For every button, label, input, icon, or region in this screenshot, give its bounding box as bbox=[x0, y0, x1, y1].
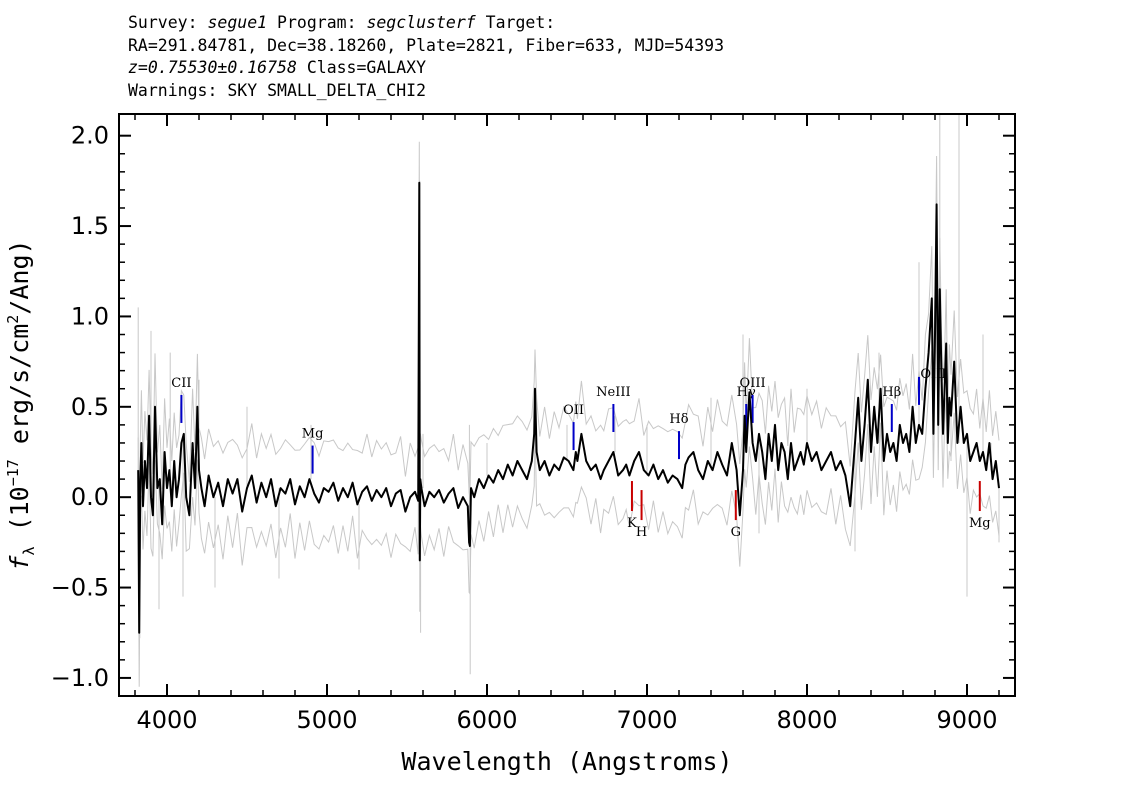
x-tick-label: 4000 bbox=[136, 706, 197, 734]
header-line-survey: Survey: segue1 Program: segclusterf Targ… bbox=[128, 12, 724, 35]
emission-line-label: Hδ bbox=[669, 412, 688, 427]
program-value: segclusterf bbox=[366, 13, 476, 32]
survey-value: segue1 bbox=[207, 13, 268, 32]
emission-line-label: Hγ bbox=[737, 385, 756, 400]
y-tick-label: 2.0 bbox=[71, 122, 109, 150]
x-tick-label: 6000 bbox=[456, 706, 517, 734]
y-tick-label: 0.0 bbox=[71, 483, 109, 511]
header-line-redshift: z=0.75530±0.16758 Class=GALAXY bbox=[128, 57, 724, 80]
emission-line-label: Mg bbox=[302, 427, 324, 442]
axis-ticks: 4000 5000 6000 7000 8000 9000 −1.0 −0.5 0.0 0.5 1.… bbox=[51, 114, 1015, 734]
absorption-line-label: H bbox=[636, 525, 647, 540]
x-axis-title: Wavelength (Angstroms) bbox=[401, 747, 732, 776]
header-line-coordinates: RA=291.84781, Dec=38.18260, Plate=2821, … bbox=[128, 35, 725, 55]
x-tick-label: 5000 bbox=[296, 706, 357, 734]
spectrum-header: Survey: segue1 Program: segclusterf Targ… bbox=[128, 12, 724, 102]
plot-frame bbox=[118, 113, 1016, 697]
emission-line-label: OII bbox=[563, 403, 584, 418]
class-value: Class=GALAXY bbox=[296, 58, 427, 77]
svg-text:fλ (10−17 erg/s/cm2/Ang): fλ (10−17 erg/s/cm2/Ang) bbox=[4, 239, 38, 570]
redshift-value: z=0.75530±0.16758 bbox=[128, 58, 297, 77]
x-tick-label: 7000 bbox=[616, 706, 677, 734]
y-axis-title: fλ (10−17 erg/s/cm2/Ang) bbox=[4, 239, 38, 570]
absorption-line-label: Mg bbox=[969, 516, 991, 531]
y-tick-label: −1.0 bbox=[51, 664, 109, 692]
absorption-line-label: G bbox=[731, 525, 741, 540]
program-label: Program: bbox=[267, 13, 367, 32]
header-line-warnings: Warnings: SKY SMALL_DELTA_CHI2 bbox=[128, 80, 427, 100]
target-label: Target: bbox=[475, 13, 556, 32]
emission-line-label: NeIII bbox=[596, 385, 630, 400]
y-tick-label: 1.0 bbox=[71, 302, 109, 330]
noise-band-layer bbox=[137, 114, 1000, 687]
emission-line-label: Hβ bbox=[882, 385, 901, 400]
noise-lower bbox=[137, 223, 1000, 687]
absorption-line-label: K bbox=[627, 516, 637, 531]
y-tick-label: 1.5 bbox=[71, 212, 109, 240]
emission-line-label: OIII bbox=[740, 376, 766, 391]
survey-label: Survey: bbox=[128, 13, 208, 32]
y-tick-label: 0.5 bbox=[71, 393, 109, 421]
y-tick-label: −0.5 bbox=[51, 574, 109, 602]
noise-upper bbox=[137, 141, 1000, 579]
emission-line-label: CII bbox=[171, 376, 191, 391]
x-tick-label: 8000 bbox=[776, 706, 837, 734]
spectrum-series-line bbox=[137, 181, 1000, 634]
x-tick-label: 9000 bbox=[936, 706, 997, 734]
